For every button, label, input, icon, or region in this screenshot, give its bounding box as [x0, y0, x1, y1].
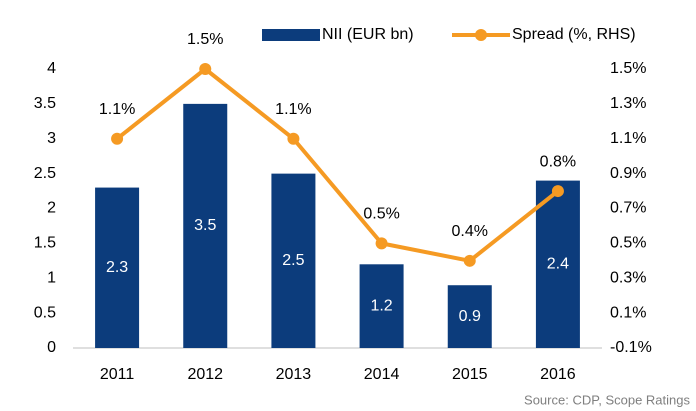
- y2-tick-label: 0.3%: [610, 269, 646, 286]
- y-tick-label: 2.5: [34, 165, 56, 182]
- y-tick-label: 1.5: [34, 235, 56, 252]
- bar-value-label: 2.5: [282, 252, 304, 269]
- legend-label: Spread (%, RHS): [512, 26, 636, 43]
- y2-tick-label: 1.3%: [610, 95, 646, 112]
- legend-swatch: [262, 29, 320, 41]
- bar: [359, 264, 404, 348]
- line-value-label: 1.1%: [99, 101, 135, 118]
- legend-label: NII (EUR bn): [322, 26, 414, 43]
- bar-value-label: 2.3: [106, 259, 128, 276]
- line-marker: [463, 254, 476, 267]
- y-tick-label: 0.5: [34, 304, 56, 321]
- bar: [271, 173, 316, 348]
- bar: [95, 187, 140, 348]
- y2-tick-label: 1.5%: [610, 60, 646, 77]
- bar: [535, 180, 580, 348]
- x-tick-label: 2014: [364, 366, 400, 383]
- line-marker: [551, 185, 564, 198]
- y-tick-label: 3.5: [34, 95, 56, 112]
- y2-tick-label: 1.1%: [610, 130, 646, 147]
- bar-value-label: 0.9: [459, 308, 481, 325]
- y2-tick-label: 0.7%: [610, 200, 646, 217]
- line-marker: [111, 132, 124, 145]
- bar-value-label: 3.5: [194, 217, 216, 234]
- y-tick-label: 0: [47, 339, 56, 356]
- line-value-label: 0.4%: [452, 223, 488, 240]
- x-tick-label: 2013: [276, 366, 312, 383]
- y2-tick-label: -0.1%: [610, 339, 652, 356]
- x-tick-label: 2012: [187, 366, 223, 383]
- y2-tick-label: 0.9%: [610, 165, 646, 182]
- y-tick-label: 2: [47, 200, 56, 217]
- source-note: Source: CDP, Scope Ratings: [524, 392, 690, 407]
- line: [115, 67, 560, 263]
- legend-swatch-marker: [475, 29, 487, 41]
- x-tick-label: 2016: [540, 366, 576, 383]
- bar: [183, 103, 228, 348]
- y2-tick-label: 0.5%: [610, 235, 646, 252]
- y2-tick-label: 0.1%: [610, 304, 646, 321]
- y-tick-label: 4: [47, 60, 56, 77]
- y-tick-label: 3: [47, 130, 56, 147]
- x-tick-label: 2015: [452, 366, 488, 383]
- line-value-label: 0.5%: [363, 206, 399, 223]
- line-value-label: 1.5%: [187, 31, 223, 48]
- x-tick-label: 2011: [100, 366, 135, 383]
- bar-value-label: 1.2: [370, 297, 392, 314]
- line-marker: [375, 237, 388, 250]
- y-tick-label: 1: [47, 269, 56, 286]
- line-value-label: 1.1%: [275, 101, 311, 118]
- line-marker: [287, 132, 300, 145]
- bar-value-label: 2.4: [547, 256, 569, 273]
- line-marker: [199, 63, 212, 75]
- bar: [447, 285, 492, 348]
- line-value-label: 0.8%: [540, 153, 576, 170]
